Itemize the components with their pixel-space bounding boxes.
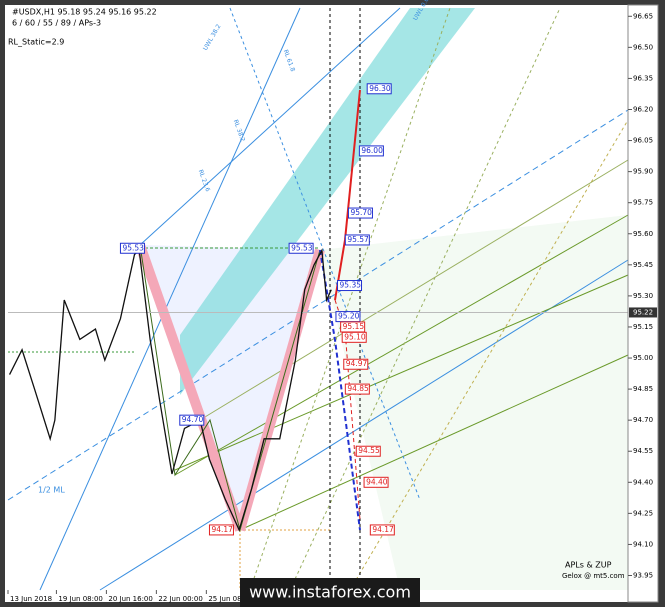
- cyan-channel: [180, 8, 475, 395]
- y-tick-label: 96.35: [633, 74, 653, 82]
- price-label-box: [119, 242, 145, 254]
- price-label: 95.70: [350, 208, 372, 217]
- y-tick-label: 95.60: [633, 230, 653, 238]
- y-tick-label: 96.20: [633, 105, 653, 113]
- trend-line: [7, 109, 629, 501]
- subtitle: 6 / 60 / 55 / 89 / APs-3: [12, 19, 101, 28]
- y-tick-label: 95.30: [633, 292, 653, 300]
- price-label-box: [347, 207, 373, 219]
- y-tick-label: 94.25: [633, 509, 653, 517]
- price-label: 94.40: [366, 477, 388, 486]
- y-tick-label: 94.70: [633, 416, 653, 424]
- x-tick-label: 13 Jun 2018: [10, 595, 52, 603]
- price-label-box: [208, 524, 234, 536]
- fork-area: [140, 245, 320, 530]
- price-label: 95.53: [291, 243, 313, 252]
- annotation: APLs & ZUP: [565, 561, 612, 570]
- price-label-box: [366, 83, 392, 95]
- price-label-box: [358, 145, 384, 157]
- price-label: 95.35: [340, 281, 362, 290]
- projection: [319, 249, 361, 531]
- annotation: Gelox @ mt5.com: [562, 572, 625, 580]
- title: #USDX,H1 95.18 95.24 95.16 95.22: [12, 8, 157, 17]
- y-tick-label: 96.05: [633, 137, 653, 145]
- price-label-box: [179, 414, 205, 426]
- price-label-box: [337, 280, 363, 292]
- channel-line: [199, 159, 629, 421]
- price-label: 94.55: [358, 446, 380, 455]
- price-label: 94.17: [372, 525, 394, 534]
- y-tick-label: 94.40: [633, 478, 653, 486]
- trend-line: [39, 7, 301, 591]
- watermark: www.instaforex.com: [249, 583, 411, 602]
- price-label: 96.00: [361, 146, 383, 155]
- channel-line: [174, 274, 629, 471]
- x-tick-label: 19 Jun 08:00: [58, 595, 102, 603]
- annotation: RL_Static=2.9: [8, 38, 64, 47]
- price-label: 95.10: [344, 332, 366, 341]
- price-label: 94.17: [211, 525, 233, 534]
- price-label: 95.15: [343, 322, 365, 331]
- y-tick-label: 95.15: [633, 323, 653, 331]
- price-label-box: [343, 358, 369, 370]
- trend-line: [139, 7, 401, 246]
- fan-line: [229, 7, 421, 501]
- price-label-box: [369, 524, 395, 536]
- price-label: 95.20: [338, 312, 360, 321]
- fan-line: [249, 7, 451, 591]
- zigzag: [139, 244, 321, 532]
- y-tick-label: 95.00: [633, 354, 653, 362]
- pitchfork-leg: [135, 243, 245, 532]
- y-tick-label: 96.50: [633, 43, 653, 51]
- y-tick-label: 93.95: [633, 572, 653, 580]
- y-tick-label: 96.65: [633, 12, 653, 20]
- price-label-box: [344, 383, 370, 395]
- price-line: [8, 248, 332, 532]
- price-label-box: [288, 242, 314, 254]
- price-label: 94.97: [346, 359, 368, 368]
- fan-line: [349, 119, 629, 591]
- annotation: 1/2 ML: [38, 486, 65, 495]
- price-label-box: [341, 331, 367, 343]
- trend-line: [99, 259, 629, 591]
- x-tick-label: 22 Jun 00:00: [158, 595, 202, 603]
- price-label-box: [344, 234, 370, 246]
- price-label: 94.85: [347, 384, 369, 393]
- drawing-tools: [7, 7, 629, 591]
- watermark-box: [240, 578, 420, 607]
- channel-line: [239, 354, 629, 531]
- y-tick-label: 94.55: [633, 447, 653, 455]
- price-label: 95.53: [122, 243, 144, 252]
- x-tick-label: 20 Jun 16:00: [108, 595, 152, 603]
- y-tick-label: 94.85: [633, 385, 653, 393]
- x-tick-label: 25 Jun 08:00: [208, 595, 252, 603]
- y-tick-label: 95.45: [633, 261, 653, 269]
- last-price-box: [629, 307, 657, 318]
- price-label: 94.70: [182, 415, 204, 424]
- y-tick-label: 95.75: [633, 199, 653, 207]
- y-tick-label: 95.90: [633, 168, 653, 176]
- price-label: 95.57: [347, 235, 369, 244]
- price-axis: [627, 4, 659, 603]
- price-label-box: [355, 445, 381, 457]
- fan-line: [289, 7, 561, 591]
- y-tick-label: 94.10: [633, 540, 653, 548]
- channel-line: [174, 214, 629, 476]
- channel-area: [320, 215, 628, 590]
- last-price-label: 95.22: [633, 308, 653, 316]
- price-label-box: [363, 476, 389, 488]
- price-label: 96.30: [369, 84, 391, 93]
